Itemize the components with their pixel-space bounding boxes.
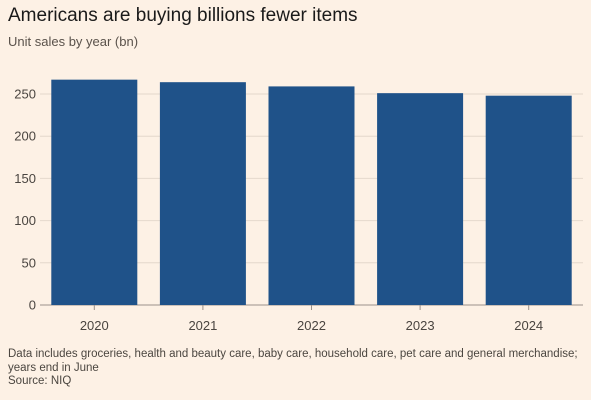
y-tick-label: 100 [14, 213, 36, 228]
bars [51, 79, 572, 306]
y-tick-label: 50 [22, 255, 36, 270]
bar-2021 [159, 82, 246, 306]
bar-2023 [377, 93, 464, 305]
x-axis-ticks: 2020 2021 2022 2023 2024 [80, 305, 543, 333]
x-tick-label: 2021 [188, 318, 217, 333]
x-tick-label: 2024 [514, 318, 543, 333]
footnote-line-2: years end in June [8, 361, 99, 374]
chart-title: Americans are buying billions fewer item… [8, 5, 358, 26]
y-axis-ticks: 0 50 100 150 200 250 [14, 87, 36, 313]
chart-notes: Data includes groceries, health and beau… [8, 348, 583, 389]
bar-2022 [268, 86, 355, 306]
y-tick-label: 0 [29, 298, 36, 313]
y-tick-label: 250 [14, 87, 36, 102]
y-tick-label: 150 [14, 171, 36, 186]
bar-2024 [485, 95, 572, 305]
source-note: Source: NIQ [8, 375, 72, 387]
x-tick-label: 2020 [80, 318, 109, 333]
bar-2020 [51, 79, 138, 305]
bar-chart: 0 50 100 150 200 250 2020 2021 2022 2023 2024 [14, 79, 583, 333]
y-tick-label: 200 [14, 129, 36, 144]
footnote-line-1: Data includes groceries, health and beau… [8, 348, 578, 360]
x-tick-label: 2023 [406, 318, 435, 333]
x-tick-label: 2022 [297, 318, 326, 333]
chart-subtitle: Unit sales by year (bn) [8, 34, 139, 49]
